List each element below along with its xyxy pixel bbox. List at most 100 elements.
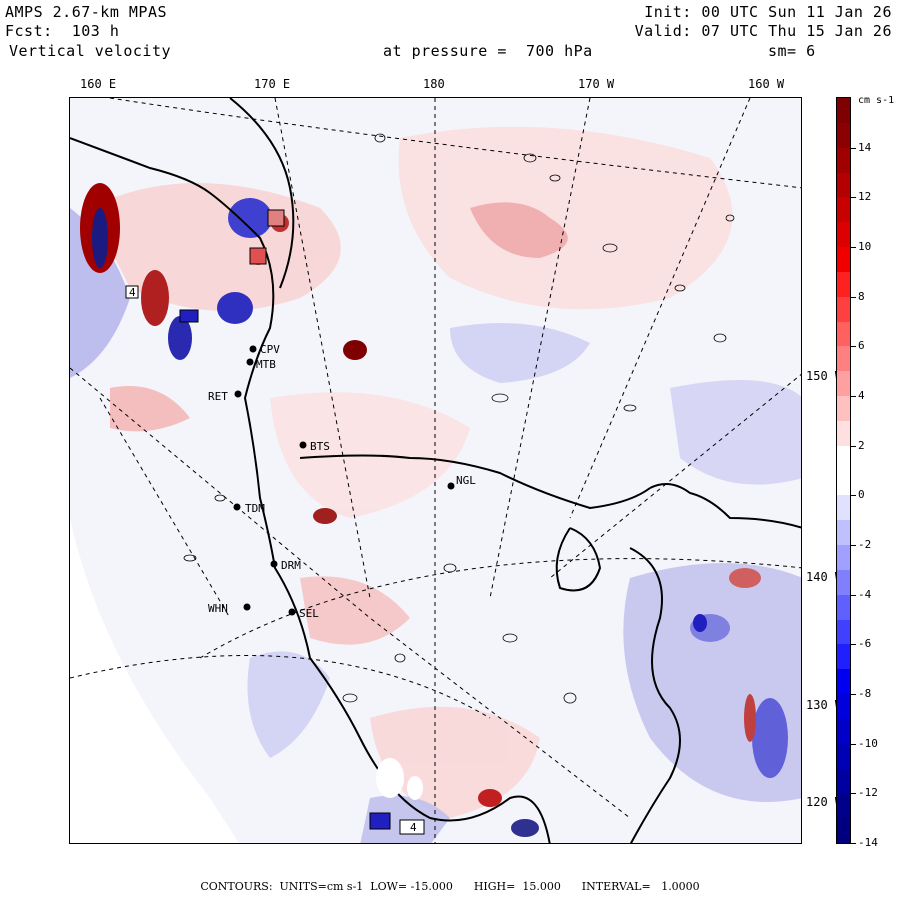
lat-label-130w: 130 W xyxy=(806,698,843,712)
colorbar-segment xyxy=(837,818,850,844)
colorbar-segment xyxy=(837,122,850,149)
colorbar-tick xyxy=(851,296,856,298)
lat-label-140w: 140 W xyxy=(806,570,843,584)
colorbar-segment xyxy=(837,445,850,471)
station-label-tdm: TDM xyxy=(245,502,265,515)
colorbar-tick xyxy=(851,445,856,447)
colorbar-tick-label: 12 xyxy=(858,190,872,204)
colorbar-tick xyxy=(851,793,856,795)
colorbar-segment xyxy=(837,470,850,496)
colorbar-tick xyxy=(851,644,856,646)
station-dot-tdm xyxy=(233,503,241,511)
station-label-ngl: NGL xyxy=(456,474,476,487)
colorbar-tick xyxy=(851,197,856,199)
station-label-mtb: MTB xyxy=(256,358,276,371)
colorbar-tick-label: -12 xyxy=(858,786,878,800)
valid-time: Valid: 07 UTC Thu 15 Jan 26 xyxy=(634,22,892,40)
station-dot-mtb xyxy=(246,358,254,366)
colorbar-tick-label: -8 xyxy=(858,687,872,700)
extrema-markers: 4 4 xyxy=(125,209,425,835)
lon-label-180: 180 xyxy=(423,77,445,91)
colorbar-segment xyxy=(837,545,850,571)
colorbar-segment xyxy=(837,520,850,546)
colorbar-segment xyxy=(837,420,850,447)
colorbar-units: cm s-1 xyxy=(858,95,895,106)
colorbar-tick xyxy=(851,147,856,149)
colorbar-segment xyxy=(837,222,850,248)
colorbar-tick-label: 14 xyxy=(858,140,872,154)
colorbar-tick-label: -6 xyxy=(858,637,872,651)
colorbar-tick xyxy=(851,594,856,596)
colorbar-tick xyxy=(851,843,856,844)
station-dot-ngl xyxy=(447,482,455,490)
station-label-bts: BTS xyxy=(310,440,330,453)
colorbar-segment xyxy=(837,694,850,720)
colorbar-segment xyxy=(837,296,850,322)
model-title: AMPS 2.67-km MPAS xyxy=(5,3,168,21)
colorbar-segment xyxy=(837,669,850,695)
graticule xyxy=(70,98,801,843)
colorbar-tick-label: 10 xyxy=(858,240,872,253)
contour-speckles xyxy=(183,133,735,704)
colorbar-tick-label: 0 xyxy=(858,488,865,502)
contour-footer: CONTOURS: UNITS=cm s-1 LOW= -15.000 HIGH… xyxy=(200,880,700,893)
colorbar-tick xyxy=(851,346,856,348)
colorbar-segment xyxy=(837,396,850,422)
strong-velocity-cores xyxy=(80,183,788,837)
forecast-hour: Fcst: 103 h xyxy=(5,22,120,40)
missing-data-patches xyxy=(376,758,423,800)
station-dot-whn xyxy=(243,603,251,611)
map-panel[interactable]: 4 4 CPV MTB RET BTS NGL TDM DRM WHN xyxy=(69,97,802,844)
init-time: Init: 00 UTC Sun 11 Jan 26 xyxy=(644,3,892,21)
lat-label-150w: 150 W xyxy=(806,369,843,383)
stations: CPV MTB RET BTS NGL TDM DRM WHN SEL xyxy=(208,343,476,620)
colorbar-tick-label: 8 xyxy=(858,289,865,303)
colorbar-segment xyxy=(837,247,850,273)
colorbar-segment xyxy=(837,743,850,769)
lat-label-120w: 120 W xyxy=(806,795,843,809)
colorbar-tick-label: -10 xyxy=(858,736,878,750)
colorbar-segment xyxy=(837,172,850,198)
colorbar-tick-label: 4 xyxy=(858,389,865,402)
colorbar-tick-label: -2 xyxy=(858,538,872,551)
off-domain-area xyxy=(70,518,239,843)
colorbar-tick xyxy=(851,495,856,497)
colorbar-segment xyxy=(837,793,850,819)
lon-label-170w: 170 W xyxy=(578,77,615,91)
colorbar-tick xyxy=(851,743,856,745)
smoothing-value: sm= 6 xyxy=(768,42,816,60)
lon-label-160w: 160 W xyxy=(748,77,785,91)
colorbar-tick xyxy=(851,545,856,546)
colorbar-tick xyxy=(851,694,856,695)
station-label-sel: SEL xyxy=(299,607,319,620)
vertical-velocity-map: 4 4 CPV MTB RET BTS NGL TDM DRM WHN xyxy=(70,98,801,843)
extremum-box-2 xyxy=(399,819,425,835)
colorbar-segment xyxy=(837,495,850,521)
lon-label-160e: 160 E xyxy=(80,77,117,91)
station-dot-drm xyxy=(270,560,278,568)
colorbar-tick-label: -4 xyxy=(858,587,872,601)
colorbar-segment xyxy=(837,98,850,124)
field-name: Vertical velocity xyxy=(9,42,172,60)
colorbar-segment xyxy=(837,197,850,223)
colorbar-segment xyxy=(837,147,850,173)
colorbar-segment xyxy=(837,644,850,670)
colorbar-tick-label: -14 xyxy=(858,836,878,849)
station-label-drm: DRM xyxy=(281,559,301,572)
station-label-cpv: CPV xyxy=(260,343,280,356)
colorbar-segment xyxy=(837,594,850,620)
extremum-label-1: 4 xyxy=(129,286,136,299)
coastlines xyxy=(70,98,801,843)
colorbar-segment xyxy=(837,718,850,745)
station-label-ret: RET xyxy=(208,390,228,403)
colorbar-tick-label: 2 xyxy=(858,438,865,452)
pressure-level: at pressure = 700 hPa xyxy=(383,42,593,60)
extremum-label-2: 4 xyxy=(410,821,417,834)
colorbar-segment xyxy=(837,271,850,298)
station-label-whn: WHN xyxy=(208,602,228,615)
colorbar-tick xyxy=(851,247,856,248)
colorbar xyxy=(836,97,851,844)
colorbar-segment xyxy=(837,768,850,794)
colorbar-segment xyxy=(837,569,850,596)
colorbar-tick xyxy=(851,396,856,397)
